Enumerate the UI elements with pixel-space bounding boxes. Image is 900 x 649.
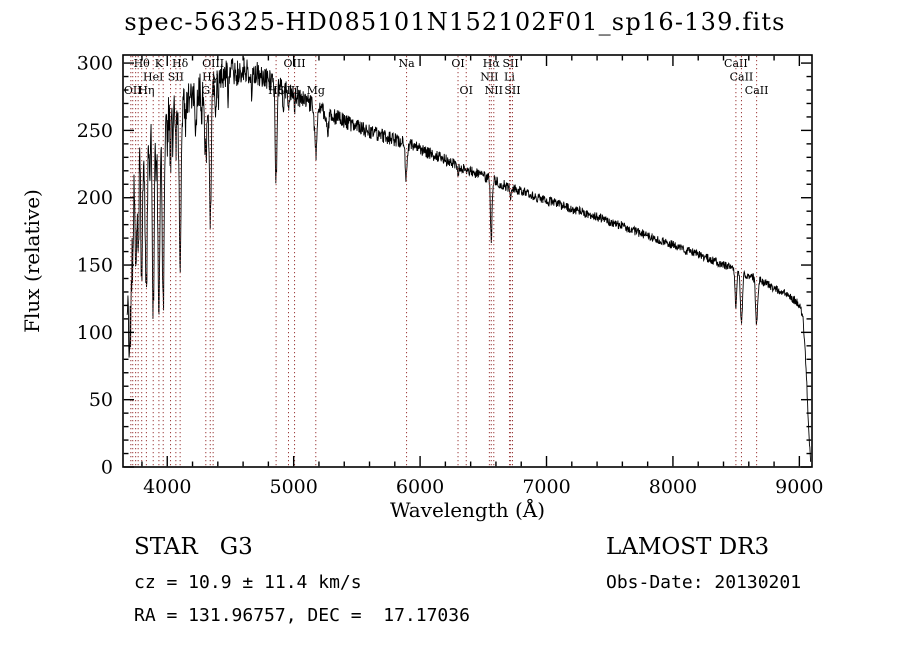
x-tick-label: 9000	[775, 476, 823, 498]
y-tick-label: 200	[77, 187, 113, 209]
y-tick-label: 50	[89, 389, 113, 411]
plot-title: spec-56325-HD085101N152102F01_sp16-139.f…	[124, 8, 786, 36]
spectral-line-label: OI	[451, 57, 464, 70]
spectral-line-label: NII	[485, 84, 503, 97]
spectral-line-label: Hβ	[268, 84, 284, 97]
spectral-line-label: CaII	[724, 57, 748, 70]
y-tick-label: 250	[77, 120, 113, 142]
spectral-line-label: CaII	[730, 71, 754, 84]
x-axis-label: Wavelength (Å)	[389, 498, 546, 522]
radial-velocity-text: cz = 10.9 ± 11.4 km/s	[134, 572, 362, 593]
x-tick-label: 8000	[649, 476, 697, 498]
spectral-line-label: K	[155, 57, 164, 70]
y-tick-label: 100	[77, 322, 113, 344]
spectral-line-label: NII	[480, 71, 498, 84]
spectral-line-label: Na	[398, 57, 415, 70]
spectral-line-label: SII	[168, 71, 184, 84]
spectral-line-label: OII	[124, 84, 142, 97]
spectral-line-label: G	[201, 84, 210, 97]
spectral-line-label: OIII	[202, 57, 224, 70]
spectral-line-label: Li	[504, 71, 515, 84]
spectral-line-label: OIII	[284, 57, 306, 70]
coordinates-text: RA = 131.96757, DEC = 17.17036	[134, 605, 470, 626]
object-classification: STAR G3	[134, 534, 253, 560]
y-tick-label: 0	[101, 457, 113, 479]
spectral-line-label: Hγ	[202, 71, 219, 84]
spectral-line-label: Hα	[483, 57, 501, 70]
obs-date-text: Obs-Date: 20130201	[606, 572, 802, 593]
x-tick-label: 4000	[143, 476, 191, 498]
spectral-line-label: OI	[460, 84, 473, 97]
y-tick-label: 150	[77, 255, 113, 277]
spectral-line-label: Mg	[307, 84, 325, 97]
x-tick-label: 7000	[522, 476, 570, 498]
spectral-line-label: CaII	[745, 84, 769, 97]
spectral-line-label: SII	[504, 84, 520, 97]
axis-box	[122, 54, 813, 468]
x-tick-label: 6000	[396, 476, 444, 498]
spectral-line-label: OIII	[277, 84, 299, 97]
spectral-line-label: HeI	[143, 71, 163, 84]
spectrum-trace	[126, 57, 812, 462]
survey-name: LAMOST DR3	[606, 534, 770, 560]
spectral-line-label: SII	[502, 57, 518, 70]
y-tick-label: 300	[77, 53, 113, 75]
spectral-line-label: Hη	[138, 84, 154, 97]
spectral-line-label: Hδ	[172, 57, 189, 70]
x-tick-label: 5000	[269, 476, 317, 498]
